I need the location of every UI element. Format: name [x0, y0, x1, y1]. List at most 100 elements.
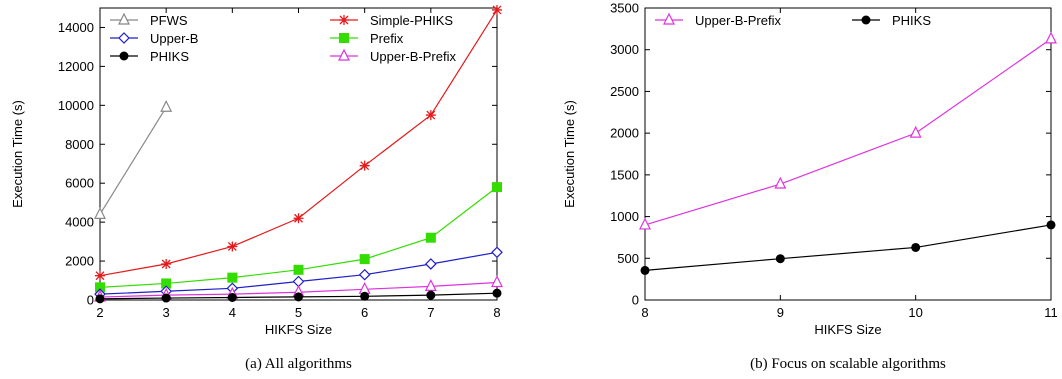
data-point	[95, 270, 105, 281]
y-tick-label: 2500	[610, 84, 639, 99]
y-tick-label: 4000	[65, 215, 94, 230]
x-tick-label: 7	[427, 305, 434, 320]
x-tick-label: 2	[96, 305, 103, 320]
x-tick-label: 8	[493, 305, 500, 320]
data-point	[909, 125, 922, 138]
y-tick-label: 500	[617, 251, 639, 266]
y-tick-label: 1500	[610, 167, 639, 182]
legend-marker	[663, 12, 675, 25]
y-axis-label: Execution Time (s)	[562, 100, 577, 208]
data-point	[359, 254, 370, 265]
y-tick-label: 2000	[610, 126, 639, 141]
plot-frame	[644, 7, 1052, 301]
legend-label: PHIKS	[150, 49, 189, 64]
x-axis-label: HIKFS Size	[265, 322, 332, 337]
chart-caption: (b) Focus on scalable algorithms	[750, 356, 946, 372]
y-tick-label: 6000	[65, 176, 94, 191]
series-upper-b-prefix	[639, 31, 1057, 230]
data-point	[639, 217, 651, 230]
data-point	[293, 213, 304, 224]
data-point	[640, 265, 650, 275]
x-tick-label: 10	[908, 305, 922, 320]
x-tick-label: 11	[1044, 305, 1058, 320]
x-tick-label: 3	[163, 305, 170, 320]
data-point	[425, 110, 436, 121]
legend-marker	[861, 15, 871, 25]
legend-marker	[339, 15, 349, 25]
y-tick-label: 0	[87, 293, 94, 308]
legend-label: PFWS	[150, 13, 188, 28]
data-point	[95, 294, 105, 304]
legend-label: Prefix	[370, 31, 404, 46]
data-point	[1046, 220, 1056, 230]
data-point	[161, 278, 172, 289]
chart-2: 8 9 10 11 0 500 1000 1500 2000 2500 3000 3500 HIKFS …	[562, 1, 1058, 373]
y-tick-label: 0	[632, 293, 639, 308]
x-tick-label: 6	[361, 305, 368, 320]
data-point	[424, 279, 437, 291]
y-tick-label: 3500	[610, 1, 639, 16]
legend-marker	[338, 48, 350, 61]
y-tick-label: 2000	[65, 254, 94, 269]
y-tick-label: 12000	[58, 59, 94, 74]
data-point	[491, 275, 503, 288]
data-point	[774, 176, 787, 189]
y-tick-label: 1000	[610, 209, 639, 224]
data-point	[1045, 31, 1057, 44]
legend-label: PHIKS	[892, 13, 931, 28]
data-point	[227, 272, 238, 283]
legend-marker	[118, 12, 130, 25]
legend: Upper-B-Prefix PHIKS	[655, 12, 931, 28]
series-simple-phiks	[95, 4, 502, 281]
data-point	[911, 242, 921, 252]
y-tick-label: 3000	[610, 42, 639, 57]
x-tick-label: 5	[295, 305, 302, 320]
series-prefix	[95, 182, 502, 293]
x-tick-label: 8	[641, 305, 648, 320]
data-point	[161, 293, 171, 303]
series-phiks	[95, 288, 502, 304]
data-point	[359, 160, 370, 171]
y-axis-label: Execution Time (s)	[10, 100, 25, 208]
series-line	[644, 38, 1052, 226]
y-tick-label: 8000	[65, 137, 94, 152]
data-point	[426, 290, 436, 300]
legend-marker	[119, 51, 129, 61]
data-point	[227, 292, 237, 302]
data-point	[293, 264, 304, 275]
data-point	[491, 246, 503, 259]
data-point	[492, 288, 502, 298]
series-line	[644, 224, 1052, 271]
series-pfws	[94, 99, 173, 219]
legend-label: Simple-PHIKS	[370, 13, 453, 28]
series-phiks	[640, 220, 1056, 275]
legend-label: Upper-B-Prefix	[370, 49, 456, 64]
data-point	[358, 281, 371, 294]
data-point	[227, 241, 238, 252]
data-point	[425, 232, 436, 243]
y-tick-label: 14000	[58, 20, 94, 35]
data-point	[161, 258, 172, 269]
data-point	[492, 4, 502, 15]
legend-marker	[118, 32, 130, 44]
x-tick-label: 4	[229, 305, 236, 320]
data-point	[95, 282, 105, 293]
chart-1: 2 3 4 5 6 7 8 0 2000 4000 6000 8000 10000 12000 14000 H…	[10, 4, 503, 372]
x-tick-label: 9	[777, 305, 784, 320]
x-axis-label: HIKFS Size	[814, 322, 881, 337]
legend: PFWS Upper-B PHIKS Simple-PHIKS Prefix Upper-…	[110, 12, 456, 64]
data-point	[94, 207, 106, 219]
legend-label: Upper-B-Prefix	[695, 13, 781, 28]
data-point	[360, 291, 370, 301]
data-point	[424, 258, 437, 270]
data-point	[358, 268, 371, 281]
data-point	[294, 292, 303, 302]
legend-label: Upper-B	[150, 31, 198, 46]
chart-caption: (a) All algorithms	[245, 356, 352, 372]
data-point	[492, 182, 502, 193]
data-point	[775, 254, 785, 264]
legend-marker	[339, 33, 349, 43]
data-point	[160, 99, 173, 112]
